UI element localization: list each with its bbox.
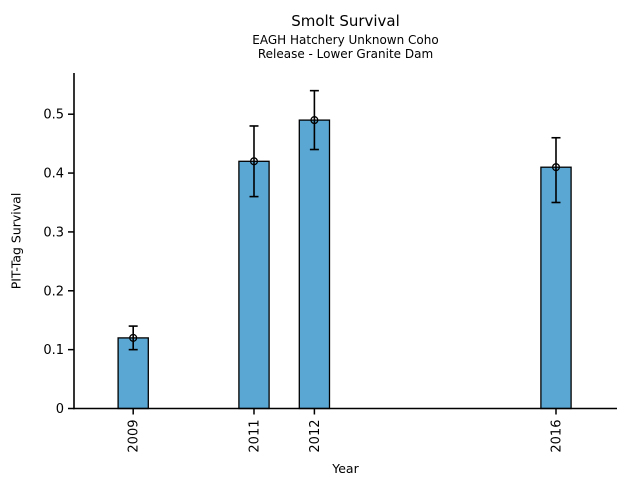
chart-title: Smolt Survival [291, 12, 400, 30]
y-tick-label-0.1: 0.1 [43, 343, 64, 358]
x-tick-label-2011: 2011 [247, 420, 262, 453]
data-point-marker-2011 [249, 157, 259, 166]
chart-subtitle-line2: Release - Lower Granite Dam [257, 47, 434, 61]
chart-subtitle-line1: EAGH Hatchery Unknown Coho [252, 33, 439, 47]
bar-2016 [540, 166, 572, 410]
data-point-marker-2012 [310, 116, 319, 125]
x-tick-label-2012: 2012 [308, 420, 323, 453]
x-axis-label: Year [332, 461, 359, 476]
y-tick-label-0.2: 0.2 [43, 284, 64, 299]
data-point-marker-2009 [129, 333, 138, 342]
y-tick-label-0.3: 0.3 [43, 225, 64, 240]
y-tick-label-0: 0 [56, 402, 64, 417]
data-point-marker-2016 [551, 163, 561, 172]
y-tick-label-0.4: 0.4 [43, 167, 64, 182]
bar-2011 [238, 160, 270, 410]
x-tick-label-2009: 2009 [127, 420, 142, 453]
y-tick-label-0.5: 0.5 [43, 108, 64, 123]
x-tick-label-2016: 2016 [549, 420, 564, 453]
bar-2012 [298, 119, 331, 410]
